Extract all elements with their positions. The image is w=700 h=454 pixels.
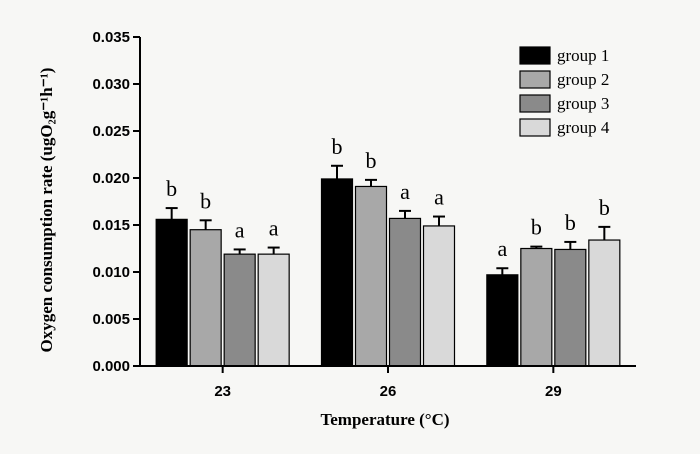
- x-tick-label: 26: [380, 383, 397, 400]
- legend: group 1 group 2 group 3 group 4: [519, 46, 610, 137]
- legend-swatch: [519, 118, 551, 137]
- x-axis-unit: (°C): [419, 410, 449, 429]
- y-tick-label: 0.030: [92, 76, 130, 93]
- bar: [520, 247, 553, 367]
- significance-label: b: [565, 210, 576, 235]
- x-axis-title: Temperature (°C): [320, 410, 449, 429]
- significance-label: b: [332, 134, 343, 159]
- y-tick-label: 0.020: [92, 170, 130, 187]
- y-axis-unit: (ugO₂g⁻¹h⁻¹): [37, 68, 56, 162]
- y-tick-label: 0.010: [92, 264, 130, 281]
- significance-label: a: [235, 217, 245, 242]
- bar: [320, 178, 354, 367]
- legend-swatch: [519, 70, 551, 89]
- significance-label: a: [497, 236, 507, 261]
- significance-label: b: [200, 188, 211, 213]
- significance-label: a: [434, 185, 444, 210]
- bar: [354, 185, 388, 367]
- significance-label: a: [269, 216, 279, 241]
- significance-label: b: [599, 195, 610, 220]
- x-axis-ticks: 23 26 29: [214, 366, 562, 400]
- bar: [554, 248, 587, 367]
- bar: [588, 239, 621, 367]
- y-tick-label: 0.005: [92, 311, 130, 328]
- y-axis-ticks: 0.000 0.005 0.010 0.015 0.020 0.025 0.030 0.035: [92, 29, 140, 375]
- bar: [257, 253, 290, 367]
- legend-label: group 4: [557, 118, 610, 137]
- legend-label: group 2: [557, 70, 609, 89]
- significance-label: b: [166, 176, 177, 201]
- bar: [223, 253, 256, 367]
- y-axis-title-text: Oxygen consumption rate: [37, 165, 56, 352]
- bar: [486, 274, 519, 367]
- significance-label: b: [531, 215, 542, 240]
- bar: [155, 218, 188, 367]
- significance-label: b: [366, 148, 377, 173]
- legend-swatch: [519, 94, 551, 113]
- legend-swatch: [519, 46, 551, 65]
- y-tick-label: 0.000: [92, 358, 130, 375]
- bar: [388, 217, 422, 367]
- y-tick-label: 0.025: [92, 123, 130, 140]
- x-axis-title-text: Temperature: [320, 410, 415, 429]
- y-tick-label: 0.035: [92, 29, 130, 46]
- significance-label: a: [400, 179, 410, 204]
- bar: [422, 225, 456, 367]
- y-tick-label: 0.015: [92, 217, 130, 234]
- x-tick-label: 29: [545, 383, 562, 400]
- y-axis-title: Oxygen consumption rate (ugO₂g⁻¹h⁻¹): [37, 68, 56, 353]
- x-tick-label: 23: [214, 383, 231, 400]
- bar: [189, 229, 222, 367]
- legend-label: group 3: [557, 94, 609, 113]
- legend-label: group 1: [557, 46, 609, 65]
